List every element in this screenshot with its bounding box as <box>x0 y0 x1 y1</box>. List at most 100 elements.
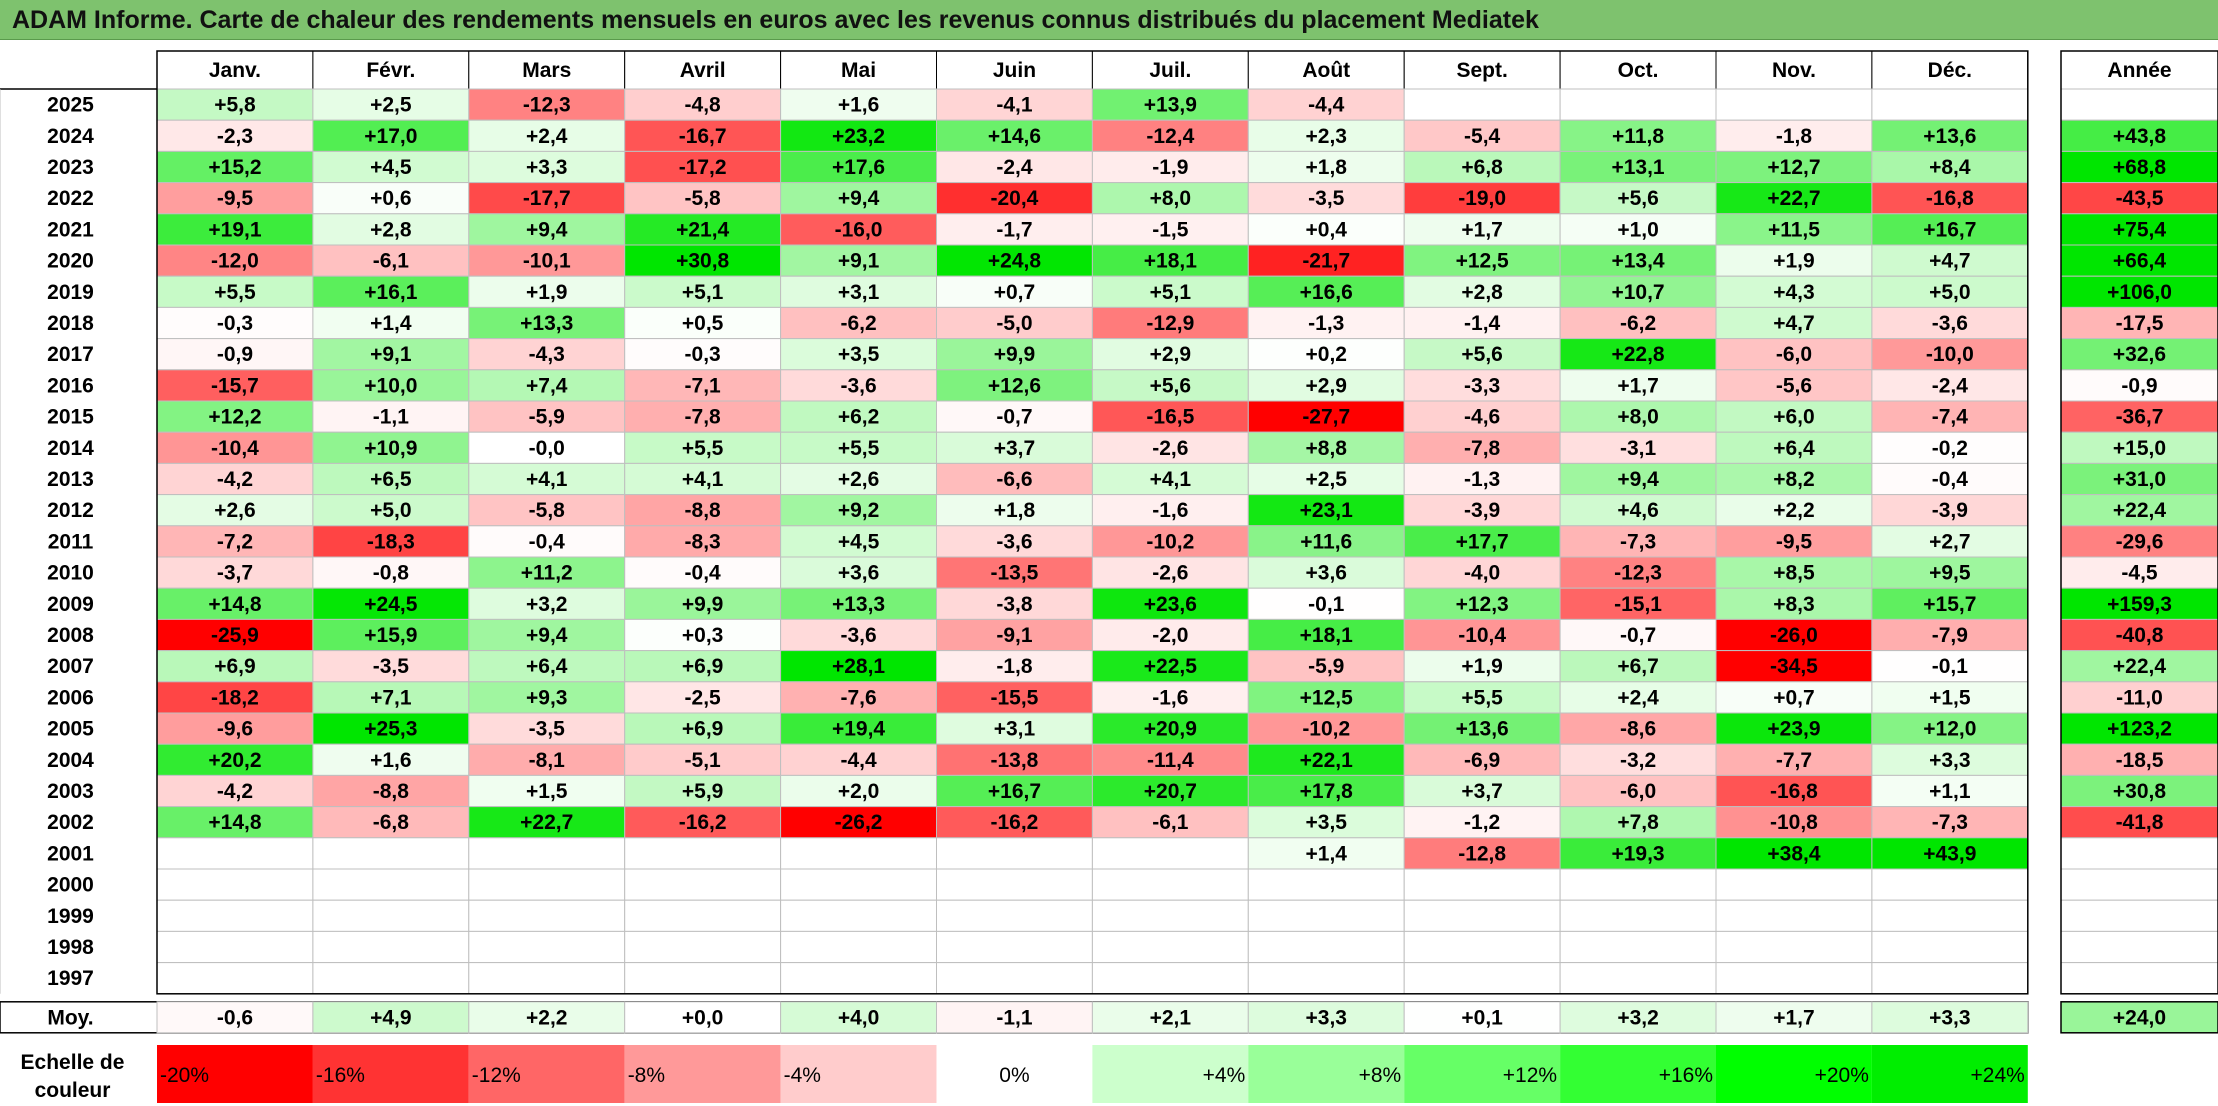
heatmap-cell <box>936 774 1093 808</box>
cell-value: +4,1 <box>1150 468 1192 491</box>
cell-value: -8,1 <box>529 749 566 772</box>
cell-value: -3,9 <box>1932 499 1968 522</box>
cell-value: -16,8 <box>1926 187 1974 210</box>
cell-value: +8,0 <box>1150 187 1191 210</box>
year-label: 2008 <box>47 624 94 647</box>
cell-value: +2,9 <box>1306 374 1347 397</box>
cell-value: +5,5 <box>838 437 880 460</box>
heatmap-cell <box>1247 275 1405 308</box>
annual-value: -43,5 <box>2116 187 2164 210</box>
cell-value: -4,3 <box>529 343 565 366</box>
cell-value: -10,0 <box>1926 343 1974 366</box>
annual-cell <box>2060 587 2218 620</box>
cell-value: +4,5 <box>370 156 412 179</box>
year-label: 2002 <box>47 811 94 834</box>
heatmap-cell <box>1403 150 1561 184</box>
heatmap-cell <box>1559 306 1717 340</box>
year-label: 2012 <box>47 499 94 522</box>
heatmap-cell <box>780 899 937 932</box>
color-scale-value: +12% <box>1503 1064 1557 1087</box>
cell-value: +1,6 <box>370 749 411 772</box>
heatmap-cell <box>1715 119 1873 152</box>
cell-value: +9,5 <box>1929 562 1971 585</box>
cell-value: +3,2 <box>526 593 567 616</box>
cell-value: -10,8 <box>1770 811 1818 834</box>
cell-value: +5,5 <box>1461 686 1503 709</box>
cell-value: +5,6 <box>1617 187 1658 210</box>
heatmap-cell <box>1559 400 1717 433</box>
heatmap-cell <box>312 587 470 620</box>
heatmap-cell <box>1403 119 1561 152</box>
cell-value: -15,5 <box>991 686 1039 709</box>
heatmap-cell <box>312 681 470 714</box>
heatmap-cell <box>624 525 782 558</box>
heatmap-cell <box>1247 556 1405 589</box>
title-bar: ADAM Informe. Carte de chaleur des rende… <box>0 0 2218 40</box>
cell-value: +5,5 <box>214 281 256 304</box>
heatmap-cell <box>936 587 1093 620</box>
year-label: 1998 <box>47 936 94 959</box>
heatmap-cell <box>1559 930 1717 964</box>
cell-value: -26,0 <box>1770 624 1818 647</box>
cell-value: -10,4 <box>1458 624 1506 647</box>
cell-value: +8,0 <box>1617 406 1658 429</box>
cell-value: -6,9 <box>1464 749 1500 772</box>
cell-value: +22,7 <box>1767 187 1820 210</box>
heatmap-cell <box>936 650 1093 683</box>
cell-value: -0,2 <box>1932 437 1968 460</box>
heatmap-cell <box>1247 962 1405 995</box>
cell-value: +17,6 <box>832 156 885 179</box>
heatmap-cell <box>1871 244 2029 277</box>
color-scale-swatch <box>1871 1045 2028 1103</box>
cell-value: -18,2 <box>211 686 259 709</box>
cell-value: -3,6 <box>1932 312 1968 335</box>
cell-value: +2,5 <box>1306 468 1348 491</box>
cell-value: -4,1 <box>996 94 1033 117</box>
heatmap-cell <box>1247 525 1405 558</box>
color-scale-value: -20% <box>160 1064 209 1087</box>
annual-value: -18,5 <box>2116 749 2164 772</box>
heatmap-cell <box>936 899 1093 932</box>
annual-value: +159,3 <box>2107 593 2172 616</box>
heatmap-cell <box>1715 899 1873 932</box>
heatmap-cell <box>624 774 782 808</box>
color-scale-value: +8% <box>1359 1064 1402 1087</box>
heatmap-cell <box>1871 119 2029 152</box>
cell-value: +2,6 <box>214 499 255 522</box>
heatmap-cell <box>936 338 1093 371</box>
cell-value: -4,6 <box>1464 406 1500 429</box>
cell-value: -0,8 <box>373 562 410 585</box>
cell-value: +2,3 <box>1306 125 1347 148</box>
cell-value: -1,1 <box>373 406 410 429</box>
heatmap-cell <box>1871 400 2029 433</box>
heatmap-cell <box>312 462 470 496</box>
cell-value: +9,1 <box>370 343 412 366</box>
cell-value: -3,7 <box>217 562 253 585</box>
annual-cell <box>2060 930 2218 964</box>
cell-value: +5,5 <box>682 437 724 460</box>
average-cell <box>1091 1001 1249 1034</box>
heatmap-cell <box>312 525 470 558</box>
month-header-cell <box>312 50 470 90</box>
heatmap-cell <box>1091 712 1249 745</box>
annual-cell <box>2060 806 2218 839</box>
cell-value: -2,5 <box>685 686 722 709</box>
cell-value: -11,4 <box>1147 749 1194 772</box>
heatmap-cell <box>1091 150 1249 184</box>
cell-value: -5,8 <box>685 187 722 210</box>
cell-value: +9,2 <box>838 499 879 522</box>
heatmap-cell <box>1715 618 1873 652</box>
cell-value: +2,8 <box>370 218 412 241</box>
heatmap-cell <box>1715 774 1873 808</box>
cell-value: -10,1 <box>523 250 571 273</box>
heatmap-cell <box>624 930 782 964</box>
annual-value: +68,8 <box>2113 156 2166 179</box>
cell-value: -12,3 <box>1614 562 1662 585</box>
heatmap-cell <box>936 369 1093 402</box>
heatmap-cell <box>624 275 782 308</box>
month-header-cell <box>936 50 1093 90</box>
heatmap-cell <box>1403 743 1561 776</box>
color-scale-value: 0% <box>999 1064 1029 1087</box>
heatmap-cell <box>1091 962 1249 995</box>
cell-value: -18,3 <box>367 530 415 553</box>
